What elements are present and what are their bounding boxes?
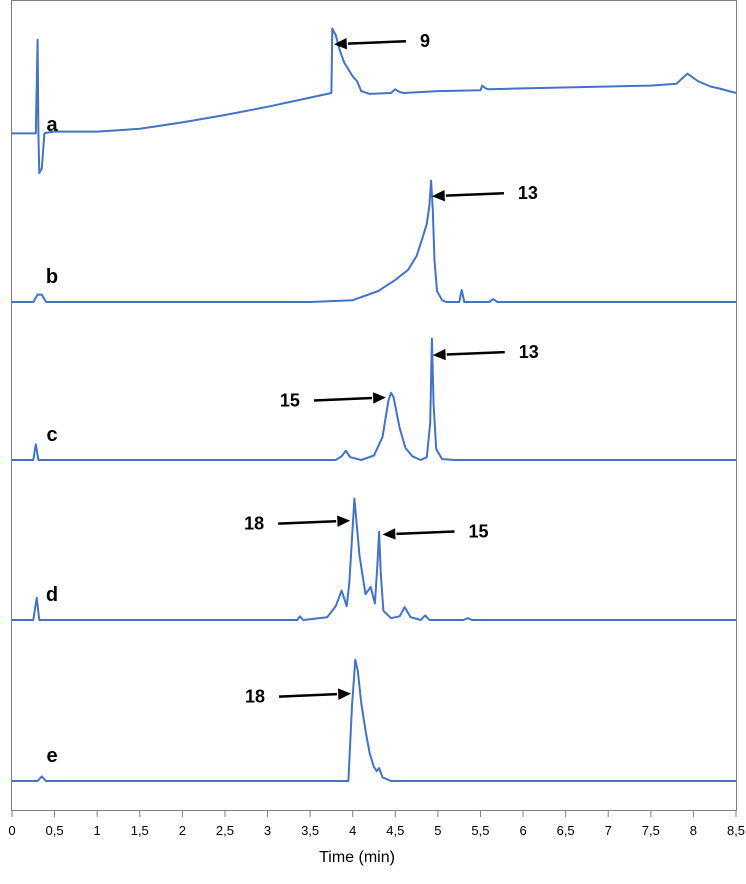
x-tick-label: 2 <box>179 823 186 838</box>
panel-label-e: e <box>46 745 57 767</box>
annotation-arrowhead-5 <box>382 528 396 540</box>
x-tick-label: 3,5 <box>301 823 319 838</box>
annotation-label-2: 15 <box>280 390 300 410</box>
panel-label-a: a <box>46 114 58 136</box>
x-tick-label: 8,5 <box>727 823 745 838</box>
x-tick-label: 6,5 <box>557 823 575 838</box>
annotation-label-3: 13 <box>519 342 539 362</box>
x-axis-title: Time (min) <box>319 849 395 866</box>
panel-label-b: b <box>46 266 58 288</box>
annotation-arrow-0 <box>347 39 407 45</box>
x-tick-label: 0 <box>8 823 15 838</box>
annotation-arrowhead-1 <box>431 189 445 202</box>
plot-frame <box>11 0 737 811</box>
trace-c <box>12 337 736 461</box>
trace-a <box>12 27 737 174</box>
annotation-arrow-2 <box>313 396 372 402</box>
trace-b <box>12 179 736 303</box>
annotation-arrowhead-4 <box>337 515 351 527</box>
x-tick-label: 7 <box>605 823 612 838</box>
annotation-arrowhead-2 <box>372 392 386 404</box>
x-tick-label: 4 <box>349 823 356 838</box>
x-tick-label: 4,5 <box>386 823 404 838</box>
x-tick-label: 2,5 <box>216 823 234 838</box>
annotation-arrow-6 <box>278 692 338 698</box>
panel-label-d: d <box>46 584 58 606</box>
x-tick-label: 0,5 <box>46 823 64 838</box>
annotation-arrow-1 <box>445 191 504 197</box>
x-tick-label: 1 <box>94 823 101 838</box>
trace-d <box>12 497 736 621</box>
annotation-label-1: 13 <box>518 183 538 203</box>
x-axis: 0 0,5 1 1,5 2 2,5 3 3,5 4 4,5 5 5,5 6 6,5 7 7,5 8 8,5 <box>8 811 745 838</box>
x-tick-label: 5,5 <box>471 823 489 838</box>
annotation-label-6: 18 <box>245 687 265 707</box>
x-tick-label: 3 <box>264 823 271 838</box>
x-tick-label: 1,5 <box>131 823 149 838</box>
panel-label-layer: a b c d e <box>46 114 59 767</box>
annotation-arrowhead-6 <box>337 688 352 700</box>
annotation-arrowhead-3 <box>432 348 446 361</box>
annotation-label-5: 15 <box>469 521 489 541</box>
annotation-label-4: 18 <box>244 514 264 534</box>
annotation-arrow-3 <box>446 350 505 356</box>
trace-e <box>12 658 736 782</box>
annotation-layer: 9 13 15 13 18 15 18 <box>244 31 539 706</box>
annotation-arrowhead-0 <box>333 37 347 50</box>
x-tick-label: 6 <box>519 823 526 838</box>
x-tick-label: 7,5 <box>642 823 660 838</box>
annotation-label-0: 9 <box>420 31 430 51</box>
trace-layer <box>12 27 737 782</box>
annotation-arrow-5 <box>396 530 455 536</box>
x-tick-label: 5 <box>434 823 441 838</box>
x-tick-label: 8 <box>690 823 697 838</box>
annotation-arrow-4 <box>278 519 337 525</box>
panel-label-c: c <box>46 424 57 446</box>
